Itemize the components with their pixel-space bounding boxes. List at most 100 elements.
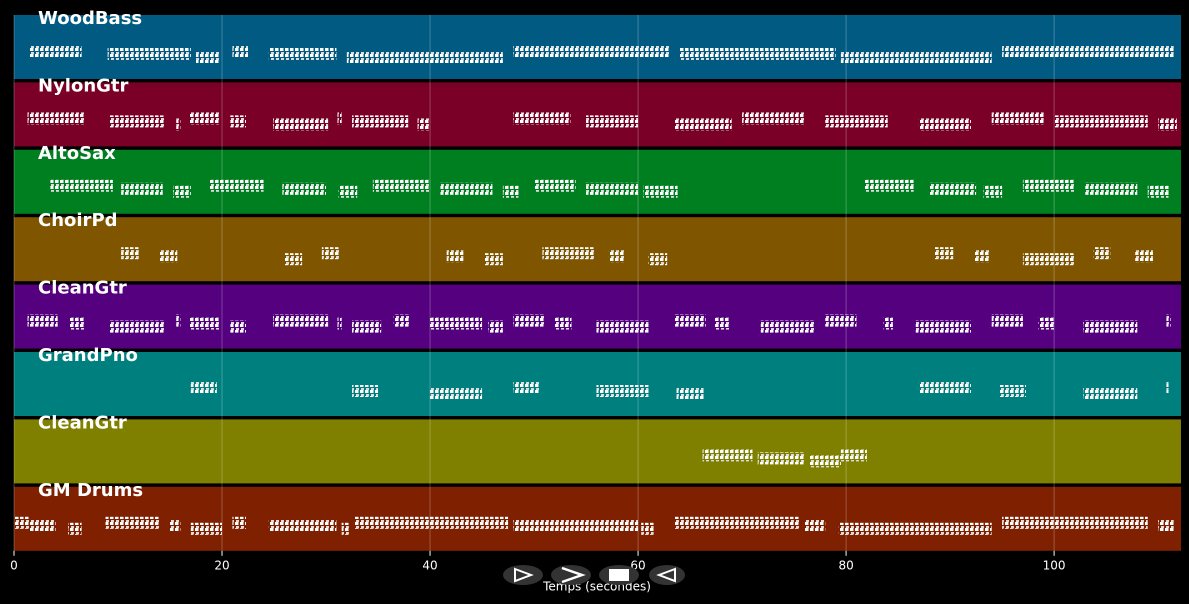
note-cluster [27,314,58,327]
note-cluster [641,522,654,535]
note-cluster [983,185,1003,198]
forward-icon [561,566,586,584]
note-cluster [337,112,342,125]
note-cluster [417,118,431,131]
note-cluster [446,250,464,263]
x-tick-label: 20 [214,558,229,572]
track-name: CleanGtr [38,278,127,299]
note-cluster [883,317,893,330]
note-cluster [109,115,165,128]
note-cluster [918,382,971,394]
note-cluster [488,320,503,333]
note-cluster [27,112,85,125]
note-cluster [674,118,732,131]
track-name: AltoSax [38,143,116,164]
note-cluster [190,382,217,394]
note-cluster [934,247,954,260]
note-cluster [230,115,246,128]
x-tick-label: 0 [10,558,18,572]
track-background [14,149,1181,214]
track-background [14,486,1181,551]
note-cluster [121,247,139,260]
note-cluster [757,452,805,465]
play-button[interactable] [503,565,543,585]
note-cluster [190,522,223,535]
note-cluster [513,519,639,532]
note-cluster [1038,317,1055,330]
note-cluster [230,320,246,333]
note-cluster [596,320,649,333]
note-cluster [513,314,545,327]
note-cluster [232,516,246,529]
note-cluster [840,51,992,63]
note-cluster [29,519,56,532]
note-cluster [502,185,519,198]
note-cluster [679,48,836,60]
note-cluster [1054,115,1148,128]
track-background [14,419,1181,484]
note-cluster [1147,185,1169,198]
note-cluster [991,112,1044,125]
note-cluster [68,522,82,535]
note-cluster [268,48,337,60]
note-cluster [50,179,113,192]
note-cluster [513,382,540,394]
x-axis: 0 20 40 60 80 100 [10,15,1066,572]
note-cluster [352,385,379,397]
note-cluster [1022,253,1075,266]
note-cluster [838,522,992,535]
note-cluster [440,182,493,195]
note-cluster [346,51,503,63]
note-cluster [1093,247,1111,260]
note-cluster [170,519,181,532]
note-cluster [109,320,165,333]
note-cluster [430,388,483,400]
note-cluster [674,516,800,529]
note-cluster [284,253,303,266]
note-cluster [352,115,409,128]
note-cluster [1022,179,1075,192]
note-cluster [1083,388,1138,400]
tracks: WoodBass NylonGtr AltoSax ChoirPd CleanGtr Gr… [14,8,1181,551]
stop-icon [609,569,629,581]
note-cluster [760,320,815,333]
note-cluster [1002,516,1148,529]
note-cluster [354,516,509,529]
note-cluster [648,253,668,266]
note-cluster [974,250,990,263]
note-cluster [542,247,595,260]
rewind-button[interactable] [649,565,685,585]
note-cluster [272,118,329,131]
note-cluster [29,45,82,57]
note-cluster [337,317,342,330]
track-name: GM Drums [38,480,143,501]
forward-button[interactable] [551,565,591,585]
note-cluster [1166,314,1171,327]
track-name: CleanGtr [38,412,127,433]
note-cluster [321,247,340,260]
track-background [14,217,1181,282]
note-cluster [196,51,220,63]
track-name: NylonGtr [38,75,129,96]
note-cluster [69,317,85,330]
note-cluster [1166,382,1169,394]
note-cluster [1135,250,1153,263]
track-name: GrandPno [38,345,138,366]
track-name: ChoirPd [38,210,118,231]
note-cluster [991,314,1023,327]
rewind-icon [656,567,676,583]
note-cluster [189,317,220,330]
track-background [14,352,1181,416]
note-cluster [513,112,571,125]
note-cluster [674,314,706,327]
track-background [14,284,1181,349]
note-cluster [105,516,160,529]
note-cluster [393,314,410,327]
x-tick-label: 100 [1043,558,1066,572]
note-cluster [825,115,888,128]
note-cluster [430,317,483,330]
playback-controls [503,565,685,585]
note-cluster [338,185,358,198]
note-cluster [176,314,181,327]
